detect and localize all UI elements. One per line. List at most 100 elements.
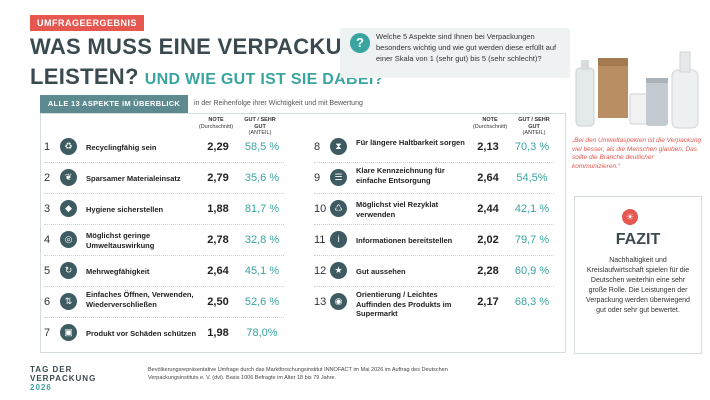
aspect-label: Recyclingfähig sein — [86, 143, 157, 152]
lightbulb-icon: ☀ — [622, 209, 638, 225]
aspect-row: 10 ♺ Möglichst viel Rezyklat verwenden 2,44… — [314, 197, 554, 225]
row-divider — [314, 162, 554, 163]
logo-year: 2026 — [30, 383, 52, 392]
aspect-label: Orientierung / Leichtes Auffinden des Pr… — [356, 290, 452, 318]
aspect-rank: 13 — [314, 296, 327, 308]
aspect-row: 7 ▣ Produkt vor Schäden schützen 1,98 78,0% — [44, 321, 284, 345]
aspect-percentage: 70,3 % — [514, 141, 550, 153]
aspect-row: 5 ↻ Mehrwegfähigkeit 2,64 45,1 % — [44, 259, 284, 287]
note-header-label: NOTE — [208, 117, 224, 123]
expert-quote: „Bei den Umweltaspekten ist die Verpacku… — [572, 137, 702, 170]
aspect-percentage: 32,8 % — [244, 234, 280, 246]
row-divider — [44, 193, 284, 194]
aspect-note: 2,64 — [477, 172, 499, 184]
aspect-note: 2,02 — [477, 234, 499, 246]
aspect-rank: 2 — [44, 172, 51, 184]
sort-icon: ☰ — [330, 169, 347, 186]
row-divider — [44, 224, 284, 225]
aspect-rank: 1 — [44, 141, 51, 153]
aspect-percentage: 81,7 % — [244, 203, 280, 215]
tab-note: in der Reihenfolge ihrer Wichtigkeit und… — [194, 100, 363, 107]
aspect-label: Möglichst geringe Umweltauswirkung — [86, 231, 155, 250]
aspect-percentage: 60,9 % — [514, 265, 550, 277]
box-protection-icon: ▣ — [60, 324, 77, 341]
pct-column-header-right: GUT / SEHR GUT (ANTEIL) — [512, 117, 556, 137]
aspect-rank: 7 — [44, 327, 51, 339]
title-line-1: WAS MUSS EINE VERPACKUNG — [30, 34, 376, 59]
row-divider — [314, 193, 554, 194]
recycled-material-icon: ♺ — [330, 200, 347, 217]
info-icon: i — [330, 231, 347, 248]
aspect-rank: 4 — [44, 234, 51, 246]
aspect-rank: 8 — [314, 141, 321, 153]
row-divider — [44, 286, 284, 287]
aspect-percentage: 52,6 % — [244, 296, 280, 308]
leaf-icon: ❦ — [60, 169, 77, 186]
aspect-percentage: 42,1 % — [514, 203, 550, 215]
fazit-box — [574, 196, 702, 354]
aspect-row: 1 ♻ Recyclingfähig sein 2,29 58,5 % — [44, 135, 284, 163]
aspect-row: 13 ◉ Orientierung / Leichtes Auffinden des… — [314, 290, 554, 318]
star-icon: ★ — [330, 262, 347, 279]
aspect-row: 12 ★ Gut aussehen 2,28 60,9 % — [314, 259, 554, 287]
aspect-note: 2,13 — [477, 141, 499, 153]
row-divider — [44, 255, 284, 256]
question-mark-icon: ? — [350, 33, 370, 53]
title-line-2: LEISTEN? UND WIE GUT IST SIE DABEI? — [30, 64, 384, 90]
aspect-note: 2,28 — [477, 265, 499, 277]
aspect-rank: 6 — [44, 296, 51, 308]
aspect-rank: 5 — [44, 265, 51, 277]
hourglass-icon: ⧗ — [330, 138, 347, 155]
aspect-percentage: 58,5 % — [244, 141, 280, 153]
row-divider — [314, 286, 554, 287]
pct-header-label: GUT / SEHR GUT — [518, 117, 550, 130]
fazit-text: Nachhaltigkeit und Kreislaufwirtschaft s… — [586, 257, 690, 314]
aspect-row: 6 ⇅ Einfaches Öffnen, Verwenden, Wiederver… — [44, 290, 284, 318]
aspect-label: Sparsamer Materialeinsatz — [86, 174, 181, 183]
aspect-label: Möglichst viel Rezyklat verwenden — [356, 200, 439, 219]
logo-line-2: VERPACKUNG — [30, 374, 97, 383]
title-subline: UND WIE GUT IST SIE DABEI? — [144, 71, 384, 88]
aspect-percentage: 45,1 % — [244, 265, 280, 277]
aspect-label: Gut aussehen — [356, 267, 406, 276]
aspects-panel — [40, 113, 566, 353]
logo-line-1: TAG DER — [30, 365, 73, 374]
aspect-label: Mehrwegfähigkeit — [86, 267, 150, 276]
footer-source-note: Bevölkerungsrepräsentative Umfrage durch… — [148, 367, 448, 381]
note-header-sub: (Durchschnitt) — [198, 123, 234, 130]
event-logo: TAG DER VERPACKUNG 2026 — [30, 365, 96, 392]
aspect-row: 11 i Informationen bereitstellen 2,02 79,7 % — [314, 228, 554, 256]
recycling-icon: ♻ — [60, 138, 77, 155]
aspect-percentage: 79,7 % — [514, 234, 550, 246]
row-divider — [44, 317, 284, 318]
aspect-percentage: 68,3 % — [514, 296, 550, 308]
row-divider — [314, 255, 554, 256]
aspect-label: Informationen bereitstellen — [356, 236, 453, 245]
aspect-note: 2,79 — [207, 172, 229, 184]
aspect-note: 2,64 — [207, 265, 229, 277]
location-icon: ◉ — [330, 293, 347, 310]
aspect-percentage: 78,0% — [246, 327, 278, 339]
aspect-row: 3 ◆ Hygiene sicherstellen 1,88 81,7 % — [44, 197, 284, 225]
aspect-note: 2,78 — [207, 234, 229, 246]
aspect-rank: 9 — [314, 172, 321, 184]
aspect-rank: 12 — [314, 265, 327, 277]
aspect-label: Klare Kennzeichnung für einfache Entsorg… — [356, 166, 445, 185]
pct-header-sub: (ANTEIL) — [248, 130, 272, 136]
aspect-note: 2,50 — [207, 296, 229, 308]
question-text: Welche 5 Aspekte sind Ihnen bei Verpacku… — [376, 32, 557, 63]
earth-icon: ◎ — [60, 231, 77, 248]
aspect-label: Einfaches Öffnen, Verwenden, Wiederversc… — [86, 290, 194, 309]
tab-overview: ALLE 13 ASPEKTE IM ÜBERBLICK — [40, 95, 188, 113]
pct-header-sub: (ANTEIL) — [522, 130, 546, 136]
question-box — [340, 28, 570, 78]
fazit-title: FAZIT — [615, 231, 661, 248]
aspect-label: Produkt vor Schäden schützen — [86, 329, 197, 338]
aspect-percentage: 54,5% — [516, 172, 548, 184]
aspect-row: 9 ☰ Klare Kennzeichnung für einfache Entso… — [314, 166, 554, 194]
aspect-percentage: 35,6 % — [244, 172, 280, 184]
note-header-label: NOTE — [482, 117, 498, 123]
note-column-header-left: NOTE (Durchschnitt) — [197, 117, 235, 130]
aspect-row: 2 ❦ Sparsamer Materialeinsatz 2,79 35,6 % — [44, 166, 284, 194]
aspect-rank: 11 — [314, 234, 326, 246]
